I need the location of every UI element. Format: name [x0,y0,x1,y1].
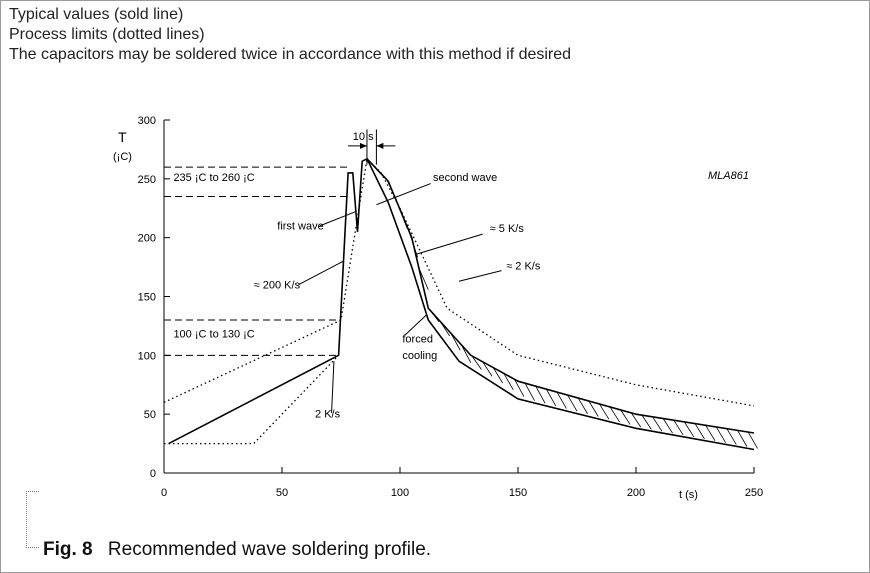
x-tick-label: 50 [276,487,288,499]
x-tick-label: 250 [745,487,763,499]
hatch-mark [641,414,652,430]
hatch-mark [514,379,525,397]
hatch-mark [482,361,493,377]
annotation-label: ≈ 200 K/s [254,279,301,291]
hatch-mark [652,416,663,432]
hatch-mark [556,391,567,409]
note-typical: Typical values (sold line) [9,6,184,23]
annotation-label: 235 ¡C to 260 ¡C [173,172,254,184]
leader-line [376,183,431,206]
y-tick-label: 200 [138,233,156,245]
leader-line [404,314,427,336]
plot-area: 0 50 100 150 200 250 0 50 100 150 200 250 300 235 ¡C … [138,115,764,499]
limit-curve [164,354,340,445]
y-tick-label: 0 [150,468,156,480]
hatch-mark [705,425,716,441]
hatch-mark [588,400,599,417]
y-tick-label: 250 [138,174,156,186]
hatch-mark [630,412,642,428]
hatch-mark [577,397,588,415]
annotation-label: ≈ 5 K/s [490,223,525,235]
y-tick-label: 50 [144,409,156,421]
x-axis-label: t (s) [679,489,698,501]
leader-line [458,270,502,282]
x-tick-label: 0 [161,487,167,499]
hatch-mark [694,423,705,440]
y-axis-label: T [118,129,127,145]
annotation-label: second wave [433,172,497,184]
hatch-mark [737,430,748,447]
annotation-label: ≈ 2 K/s [506,260,541,272]
y-tick-label: 150 [138,292,156,304]
leader-line [416,233,483,255]
hatch-mark [524,383,535,401]
hatch-mark [567,394,578,412]
hatch-mark [715,426,727,443]
hatch-mark [492,367,504,384]
hatch-mark [599,403,610,420]
annotation-label: 10 s [353,131,374,143]
leader-line [319,211,356,227]
hatch-mark [747,431,758,449]
chart-code: MLA861 [708,170,749,182]
hatch-mark [471,355,482,370]
annotation-label: 2 K/s [315,409,341,421]
x-tick-label: 100 [391,487,409,499]
figure-notes: Typical values (sold line) Process limit… [9,5,571,65]
hatch-mark [726,428,737,445]
x-tick-label: 150 [509,487,527,499]
limit-curve [163,157,755,407]
figure-number: Fig. 8 [43,539,93,560]
hatch-mark [620,409,631,425]
note-twice: The capacitors may be soldered twice in … [9,46,572,63]
hatch-mark [461,344,472,363]
annotation-label: 100 ¡C to 130 ¡C [173,329,254,341]
y-axis-unit: (¡C) [113,151,132,163]
y-tick-label: 100 [138,350,156,362]
y-tick-label: 300 [138,115,156,127]
hatch-mark [535,385,546,404]
leader-line [331,361,335,414]
typical-curve [168,157,755,451]
annotation-label: forced [402,333,433,345]
x-tick-label: 200 [627,487,645,499]
note-limits: Process limits (dotted lines) [9,26,205,43]
hatch-mark [662,418,673,434]
figure-caption: Fig. 8 Recommended wave soldering profil… [43,539,431,561]
hatch-mark [609,406,620,423]
leader-line [298,260,344,286]
annotation-label: cooling [402,350,437,362]
hatch-mark [545,388,557,407]
caption-bracket [26,491,39,548]
hatch-mark [684,421,695,438]
hatch-mark [503,373,514,391]
typical-curve [366,158,755,434]
hatch-mark [673,419,684,436]
annotation-label: first wave [277,220,323,232]
figure-caption-text: Recommended wave soldering profile. [107,539,432,560]
